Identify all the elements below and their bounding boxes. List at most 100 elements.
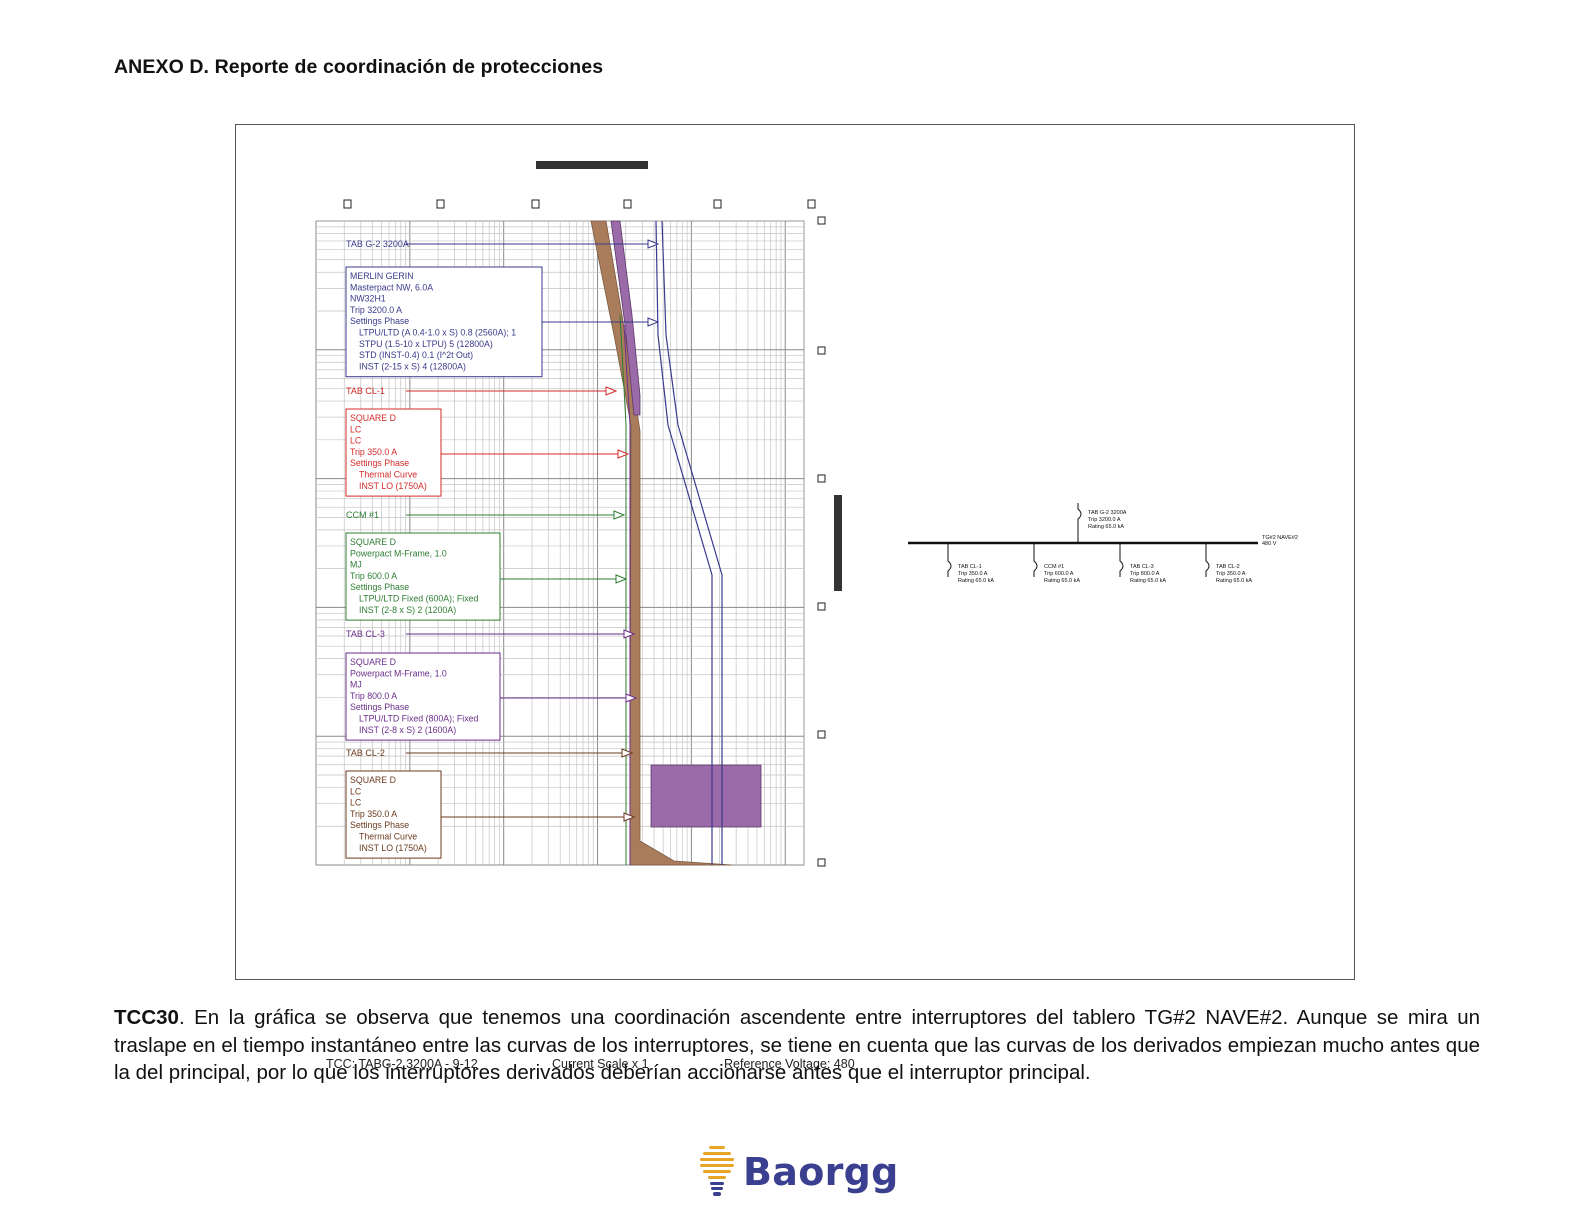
device-box-line: Settings Phase — [350, 316, 409, 326]
device-box-line: NW32H1 — [350, 294, 386, 304]
device-box-line: LTPU/LTD Fixed (600A); Fixed — [359, 594, 479, 604]
main-breaker-text: Rating 65.0 kA — [1088, 524, 1124, 530]
caption-body: . En la gráfica se observa que tenemos u… — [114, 1006, 1480, 1084]
feeder-text: Trip 350.0 A — [1216, 571, 1246, 577]
device-box-line: SQUARE D — [350, 657, 396, 667]
curve-label: TAB G-2 3200A — [346, 239, 409, 249]
feeder-text: Trip 350.0 A — [958, 571, 988, 577]
arrow-head — [613, 510, 626, 520]
company-logo: Baorgg — [697, 1144, 899, 1200]
axis-title-glyph — [536, 161, 648, 169]
bus-voltage: 480 V — [1262, 541, 1277, 547]
arrow-head — [647, 239, 660, 249]
axis-tick-marker — [817, 858, 826, 867]
device-box-line: MERLIN GERIN — [350, 271, 414, 281]
device-box-line: SQUARE D — [350, 775, 396, 785]
device-box — [345, 532, 501, 621]
device-box-line: MJ — [350, 560, 362, 570]
axis-tick-marker — [817, 346, 826, 355]
axis-tick-marker — [623, 199, 632, 209]
curve-label: TAB CL-1 — [346, 386, 385, 396]
feeder-text: TAB CL-3 — [1130, 564, 1154, 570]
device-box — [345, 652, 501, 741]
main-curve-max — [661, 220, 723, 865]
feeder-breaker-symbol — [1033, 543, 1038, 577]
lightbulb-icon — [700, 1146, 734, 1196]
device-box — [345, 770, 442, 859]
feeder-breaker-symbol — [1205, 543, 1210, 577]
axis-tick-marker — [343, 199, 352, 209]
tcc-figure: TAB G-2 3200A MERLIN GERIN Masterpact NW, … — [235, 124, 1355, 1071]
device-box-line: Settings Phase — [350, 702, 409, 712]
device-box-line: INST (2-8 x S) 2 (1600A) — [359, 725, 456, 735]
arrow-head — [623, 629, 636, 639]
arrow-head — [621, 748, 634, 758]
device-box-line: LC — [350, 786, 362, 796]
reference-voltage: Reference Voltage: 480 — [724, 1057, 855, 1071]
device-box-line: Trip 350.0 A — [350, 809, 397, 819]
axis-markers — [343, 161, 842, 867]
device-box-line: Settings Phase — [350, 582, 409, 592]
device-box-line: LTPU/LTD Fixed (800A); Fixed — [359, 714, 479, 724]
device-box — [345, 266, 543, 378]
axis-tick-marker — [817, 474, 826, 483]
main-curve-min — [655, 220, 713, 865]
feeder-breaker-symbol — [947, 543, 952, 577]
arrow-head — [617, 449, 630, 459]
page-heading: ANEXO D. Reporte de coordinación de prot… — [114, 56, 604, 78]
feeder-breaker-symbol — [1119, 543, 1124, 577]
device-box-line: SQUARE D — [350, 413, 396, 423]
main-breaker-symbol — [1077, 503, 1082, 543]
main-breaker-text: TAB G-2 3200A — [1088, 510, 1127, 516]
axis-title-glyph — [834, 495, 842, 591]
arrow-head — [647, 317, 660, 327]
feeder-text: Trip 600.0 A — [1044, 571, 1074, 577]
axis-tick-marker — [817, 216, 826, 225]
device-box-line: LTPU/LTD (A 0.4-1.0 x S) 0.8 (2560A); 1 — [359, 328, 516, 338]
device-box-line: Settings Phase — [350, 820, 409, 830]
logo-wordmark: Baorgg — [743, 1150, 899, 1194]
device-box-line: Trip 600.0 A — [350, 571, 397, 581]
main-breaker-text: Trip 3200.0 A — [1088, 517, 1121, 523]
device-box-line: Trip 3200.0 A — [350, 305, 402, 315]
main-inst-band — [650, 764, 762, 828]
device-box-line: MJ — [350, 680, 362, 690]
feeder-trip-band — [590, 220, 733, 866]
bus-name: TG#2 NAVE#2 — [1262, 535, 1298, 541]
arrow-head — [625, 693, 638, 703]
arrow-head — [605, 386, 618, 396]
axis-tick-marker — [713, 199, 722, 209]
figure-caption: TCC30. En la gráfica se observa que tene… — [114, 1004, 1480, 1087]
curve-label: TAB CL-2 — [346, 748, 385, 758]
device-box-line: INST (2-15 x S) 4 (12800A) — [359, 361, 466, 371]
device-box-line: SQUARE D — [350, 537, 396, 547]
device-box-line: LC — [350, 436, 362, 446]
device-box-line: INST LO (1750A) — [359, 481, 427, 491]
arrow-head — [615, 574, 628, 584]
device-box-line: STD (INST-0.4) 0.1 (I^2t Out) — [359, 350, 473, 360]
feeder-text: TAB CL-1 — [958, 564, 982, 570]
main-ltd-band — [610, 220, 641, 416]
feeder-text: CCM #1 — [1044, 564, 1064, 570]
feeder-text: Rating 65.0 kA — [958, 578, 994, 584]
curve-label: CCM #1 — [346, 510, 379, 520]
caption-lead: TCC30 — [114, 1006, 179, 1029]
device-box-line: Trip 800.0 A — [350, 691, 397, 701]
cl3-curve — [623, 324, 631, 865]
device-box-line: LC — [350, 424, 362, 434]
tcc-title: TCC: TABG-2 3200A - 9-12 — [326, 1057, 478, 1071]
feeder-text: Rating 65.0 kA — [1044, 578, 1080, 584]
axis-tick-marker — [817, 730, 826, 739]
curve-label: TAB CL-3 — [346, 629, 385, 639]
device-box-line: INST (2-8 x S) 2 (1200A) — [359, 605, 456, 615]
device-box — [345, 408, 442, 497]
ccm-curve — [619, 314, 627, 865]
feeder-text: Trip 800.0 A — [1130, 571, 1160, 577]
feeder-text: Rating 65.0 kA — [1216, 578, 1252, 584]
device-box-line: Masterpact NW, 6.0A — [350, 282, 433, 292]
device-box-line: Powerpact M-Frame, 1.0 — [350, 668, 447, 678]
trip-bands — [590, 220, 762, 866]
arrow-head — [623, 812, 636, 822]
axis-tick-marker — [436, 199, 445, 209]
